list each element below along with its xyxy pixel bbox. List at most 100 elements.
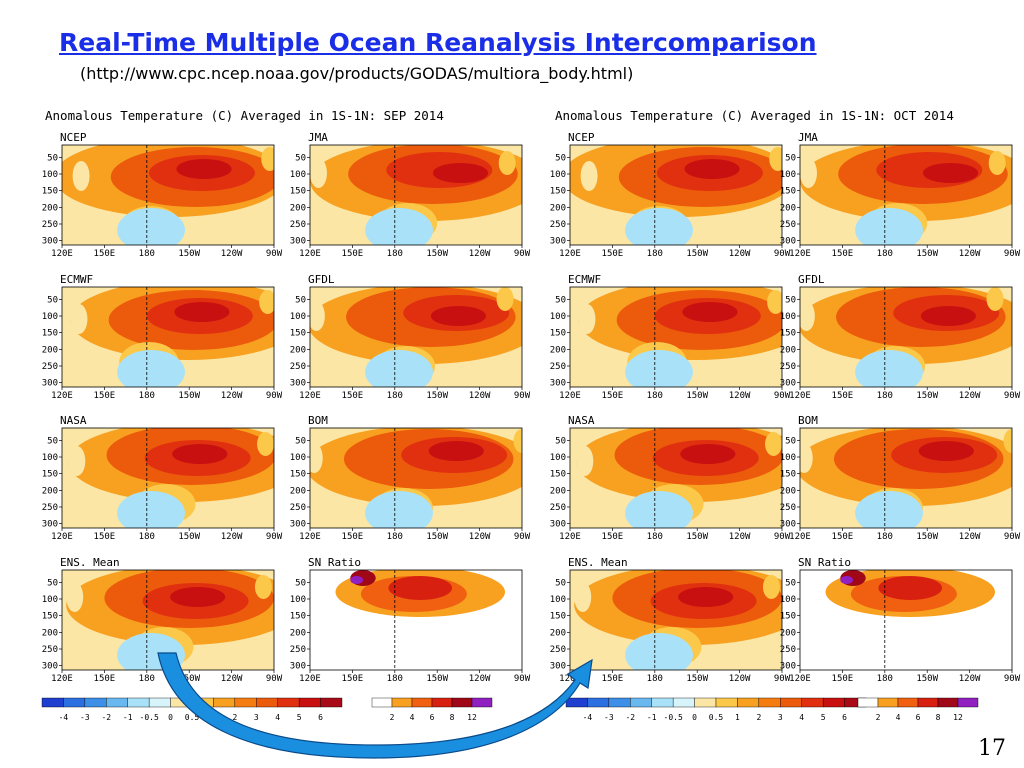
- sn-ratio-colorbar: 2 4 6 8 12: [857, 697, 979, 722]
- panel-label: GFDL: [308, 273, 335, 286]
- x-tick-label: 120W: [729, 674, 751, 684]
- panel-frame: [309, 427, 523, 529]
- x-tick-label: 180: [387, 674, 403, 684]
- y-tick-label: 200: [550, 486, 566, 496]
- anomaly-region: [66, 582, 84, 612]
- y-tick-label: 250: [290, 645, 306, 655]
- panel-frame: [569, 286, 783, 388]
- colorbar-swatch: [451, 697, 473, 708]
- source-url: (http://www.cpc.ncep.noaa.gov/products/G…: [80, 64, 634, 83]
- x-tick-label: 120W: [221, 249, 243, 259]
- anomaly-region: [920, 306, 976, 326]
- anomaly-region: [988, 151, 1006, 175]
- anomaly-region: [918, 441, 974, 461]
- x-tick-label: 120E: [51, 249, 73, 259]
- x-tick-label: 90W: [774, 391, 791, 401]
- x-tick-label: 120W: [221, 674, 243, 684]
- y-tick-label: 150: [42, 612, 58, 622]
- panel-frame: [309, 144, 523, 246]
- y-tick-label: 300: [42, 520, 58, 530]
- panel-field: [62, 570, 274, 670]
- colorbar-label: 1: [735, 713, 740, 722]
- colorbar-swatch: [737, 697, 760, 708]
- colorbar-label: 2: [390, 713, 395, 722]
- y-tick-label: 50: [555, 153, 566, 163]
- anomaly-region: [800, 158, 817, 188]
- chart-oct-2014: Anomalous Temperature (C) Averaged in 1S…: [550, 108, 1021, 722]
- panel-label: BOM: [798, 414, 818, 427]
- x-tick-label: 120W: [469, 249, 491, 259]
- x-tick-label: 120E: [299, 532, 321, 542]
- y-tick-label: 300: [290, 662, 306, 672]
- y-tick-label: 250: [550, 503, 566, 513]
- y-tick-label: 250: [42, 645, 58, 655]
- x-tick-label: 150E: [342, 249, 364, 259]
- y-tick-label: 300: [780, 237, 796, 247]
- colorbar-label: -1: [647, 713, 657, 722]
- colorbar-label: -0.5: [140, 713, 159, 722]
- colorbar-label: 4: [896, 713, 901, 722]
- y-tick-label: 250: [42, 503, 58, 513]
- y-tick-label: 100: [290, 312, 306, 322]
- y-tick-label: 200: [290, 486, 306, 496]
- anomaly-region: [513, 429, 522, 453]
- y-tick-label: 100: [550, 595, 566, 605]
- panel-frame: [569, 427, 783, 529]
- cool-anomaly-region: [855, 491, 923, 528]
- cool-anomaly-region: [117, 350, 185, 387]
- x-tick-label: 180: [647, 391, 663, 401]
- colorbar-label: -1: [123, 713, 133, 722]
- x-tick-label: 180: [877, 532, 893, 542]
- y-tick-label: 50: [555, 578, 566, 588]
- y-tick-label: 250: [550, 362, 566, 372]
- anomaly-region: [174, 302, 230, 322]
- colorbar-swatch: [587, 697, 610, 708]
- colorbar-swatch: [234, 697, 257, 708]
- panel-field: [310, 570, 522, 670]
- x-tick-label: 120E: [51, 674, 73, 684]
- x-tick-label: 120E: [559, 249, 581, 259]
- panel-field: [570, 570, 782, 670]
- colorbar-swatch: [148, 697, 171, 708]
- y-tick-label: 100: [290, 595, 306, 605]
- anomaly-region: [800, 301, 815, 331]
- x-tick-label: 120W: [959, 249, 981, 259]
- x-tick-label: 150E: [342, 532, 364, 542]
- y-tick-label: 150: [42, 470, 58, 480]
- y-tick-label: 100: [780, 453, 796, 463]
- colorbar-swatch: [213, 697, 236, 708]
- x-tick-label: 180: [139, 674, 155, 684]
- x-tick-label: 150W: [178, 391, 200, 401]
- y-tick-label: 300: [780, 662, 796, 672]
- y-tick-label: 50: [295, 578, 306, 588]
- panel-label: JMA: [308, 131, 328, 144]
- x-tick-label: 180: [139, 532, 155, 542]
- y-tick-label: 150: [550, 187, 566, 197]
- anomaly-region: [310, 301, 325, 331]
- x-tick-label: 90W: [1004, 674, 1021, 684]
- cool-anomaly-region: [365, 491, 433, 528]
- y-tick-label: 200: [42, 486, 58, 496]
- x-tick-label: 90W: [514, 249, 531, 259]
- anomaly-region: [310, 158, 327, 188]
- y-tick-label: 250: [290, 220, 306, 230]
- x-tick-label: 150W: [686, 249, 708, 259]
- y-tick-label: 300: [290, 237, 306, 247]
- y-tick-label: 150: [780, 329, 796, 339]
- panel-frame: [799, 144, 1013, 246]
- x-tick-label: 150E: [94, 674, 116, 684]
- x-tick-label: 90W: [266, 249, 283, 259]
- colorbar-label: 12: [467, 713, 477, 722]
- y-tick-label: 100: [42, 595, 58, 605]
- y-tick-label: 50: [785, 295, 796, 305]
- x-tick-label: 180: [387, 391, 403, 401]
- x-tick-label: 150W: [178, 674, 200, 684]
- y-tick-label: 300: [42, 662, 58, 672]
- x-tick-label: 120W: [729, 532, 751, 542]
- x-tick-label: 150E: [602, 249, 624, 259]
- curved-arrow: [157, 652, 593, 759]
- y-tick-label: 150: [780, 470, 796, 480]
- y-tick-label: 100: [550, 453, 566, 463]
- x-tick-label: 150W: [178, 249, 200, 259]
